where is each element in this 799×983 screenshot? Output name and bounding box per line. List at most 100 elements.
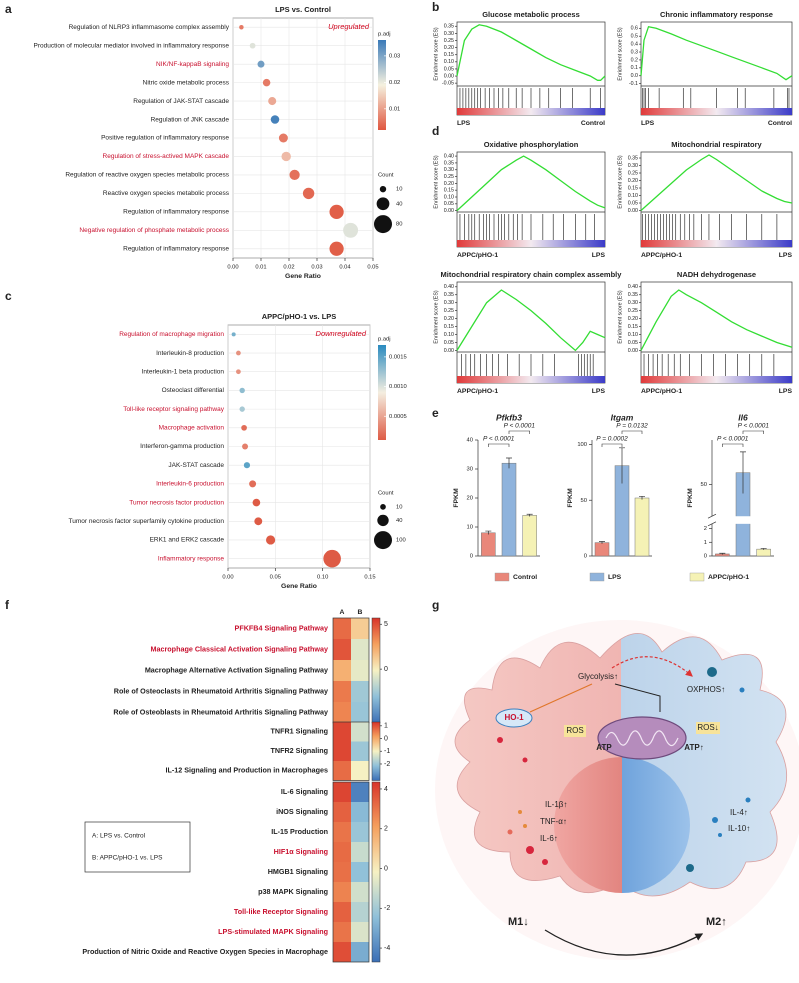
rank-gradient — [641, 108, 792, 115]
y-tick-label: Regulation of JNK cascade — [151, 116, 230, 123]
significance-label: P < 0.0001 — [483, 436, 515, 443]
rank-gradient — [457, 376, 605, 383]
size-legend-dot — [374, 531, 392, 550]
y-axis-label: Enrichment score (ES) — [433, 290, 439, 344]
y-tick-label: Regulation of stress-actived MAPK cascad… — [103, 153, 230, 160]
heatmap-cell — [351, 822, 369, 842]
group-label: APPC/pHO-1 — [641, 252, 682, 259]
y-tick-label: 0.15 — [628, 185, 638, 191]
y-tick-label: Nitric oxide metabolic process — [143, 79, 230, 86]
diagram-label: TNF-α↑ — [540, 817, 567, 826]
y-tick-label: Tumor necrosis factor production — [129, 499, 224, 506]
y-tick-label: 0.2 — [631, 57, 638, 63]
dot — [242, 443, 249, 450]
y-tick-label: -0.05 — [442, 81, 454, 87]
group-label: APPC/pHO-1 — [641, 388, 682, 395]
error-bar — [639, 495, 645, 500]
y-tick-label: Inflammatory response — [158, 555, 224, 562]
dot — [239, 406, 245, 412]
size-legend-dot — [376, 197, 390, 211]
y-tick-label: Regulation of inflammatory response — [123, 209, 229, 216]
y-tick-label: 0.10 — [444, 59, 454, 65]
es-curve — [456, 289, 606, 352]
y-axis-label: Enrichment score (ES) — [617, 27, 623, 81]
y-tick-label: 0 — [704, 554, 707, 560]
error-bar — [485, 530, 492, 535]
row-label: p38 MAPK Signaling — [258, 887, 328, 896]
diagram-label: IL-10↑ — [728, 824, 750, 833]
panel-label: b — [432, 0, 439, 14]
y-tick-label: Interleukin-6 production — [156, 481, 224, 488]
error-bar — [760, 548, 767, 550]
significance-label: P = 0.0132 — [616, 423, 648, 430]
y-tick-label: 10 — [467, 525, 473, 531]
y-tick-label: Interferon-gamma production — [140, 443, 224, 450]
group-label: APPC/pHO-1 — [457, 388, 498, 395]
dot — [268, 97, 277, 106]
x-tick-label: 0.03 — [311, 265, 322, 271]
dot — [686, 864, 694, 872]
size-legend-label: 80 — [396, 222, 402, 228]
y-tick-label: 0.35 — [444, 160, 454, 166]
y-tick-label: Regulation of JAK-STAT cascade — [133, 98, 229, 105]
legend-entry: Control — [513, 574, 537, 581]
y-tick-label: 0.10 — [628, 193, 638, 199]
y-tick-label: 0.30 — [444, 167, 454, 173]
x-tick-label: 0.05 — [367, 265, 378, 271]
size-legend-label: 40 — [396, 201, 402, 207]
diagram-label: Glycolysis↑ — [578, 672, 618, 681]
bar — [522, 515, 537, 557]
heatmap-cell — [351, 660, 369, 681]
group-label: LPS — [592, 388, 606, 395]
group-label: Control — [768, 120, 792, 127]
legend-swatch — [494, 572, 510, 582]
y-tick-label: ERK1 and ERK2 cascade — [150, 537, 225, 544]
dot — [707, 667, 717, 677]
y-tick-label: 0.15 — [444, 324, 454, 330]
y-tick-label: 0.05 — [444, 66, 454, 72]
plot-title: Itgam — [611, 412, 634, 422]
significance-label: P = 0.0002 — [596, 436, 628, 443]
significance-bracket — [621, 430, 643, 434]
plot-frame — [640, 281, 793, 384]
colorbar-tick-label: 0 — [384, 865, 388, 872]
y-axis-label: Enrichment score (ES) — [617, 290, 623, 344]
colorbar-tick-label: 2 — [384, 826, 388, 833]
es-curve — [640, 289, 793, 351]
group-label: LPS — [641, 120, 655, 127]
error-bar — [599, 541, 605, 544]
y-tick-label: 0.05 — [628, 200, 638, 206]
group-label: LPS — [457, 120, 471, 127]
axis-break-mark — [707, 513, 717, 527]
colorbar — [378, 345, 386, 440]
row-label: iNOS Signaling — [276, 807, 328, 816]
heatmap-cell — [351, 862, 369, 882]
y-tick-label: 0.05 — [444, 201, 454, 207]
y-tick-label: 0.25 — [444, 174, 454, 180]
heatmap-cell — [333, 922, 351, 942]
error-bar — [740, 451, 746, 494]
y-tick-label: Regulation of inflammatory response — [123, 245, 229, 252]
y-tick-label: 0.20 — [628, 316, 638, 322]
mechanism-diagram: Glycolysis↑ OXPHOS↑ HO-1 ROS ATP ROS↓ AT… — [435, 620, 799, 960]
legend-entry: APPC/pHO-1 — [708, 574, 749, 581]
diagram-label: M1↓ — [508, 916, 529, 928]
ho1-link — [529, 683, 593, 713]
plot-title: NADH dehydrogenase — [677, 270, 756, 279]
y-tick-label: 0.15 — [444, 52, 454, 58]
dot — [239, 24, 244, 30]
heatmap-cell — [351, 722, 369, 742]
heatmap-cell — [351, 782, 369, 802]
y-tick-label: 0.30 — [444, 300, 454, 306]
mitochondrion — [597, 716, 687, 760]
dot — [262, 78, 271, 87]
rank-gradient — [641, 240, 792, 247]
y-axis-label: FPKM — [687, 488, 694, 508]
x-axis-label: Gene Ratio — [281, 583, 317, 590]
row-label: Role of Osteoblasts in Rheumatoid Arthri… — [113, 707, 328, 716]
y-tick-label: 0.30 — [628, 163, 638, 169]
y-tick-label: 1 — [704, 540, 707, 546]
diagram-label: IL-1β↑ — [545, 800, 567, 809]
heatmap-cell — [333, 761, 351, 781]
bar — [634, 497, 650, 557]
